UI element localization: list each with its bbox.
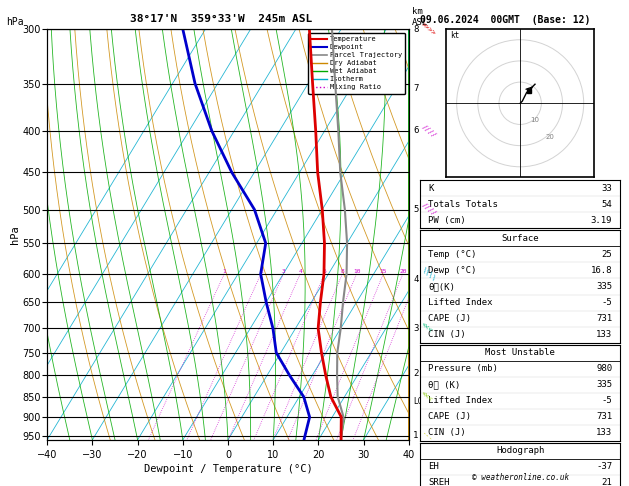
Text: 4: 4 <box>413 275 418 284</box>
Text: 731: 731 <box>596 314 612 323</box>
Text: 21: 21 <box>601 478 612 486</box>
Text: Surface: Surface <box>501 234 539 243</box>
Text: 8: 8 <box>340 269 344 274</box>
Text: -5: -5 <box>601 396 612 405</box>
Text: 133: 133 <box>596 428 612 437</box>
Text: 335: 335 <box>596 380 612 389</box>
Text: 09.06.2024  00GMT  (Base: 12): 09.06.2024 00GMT (Base: 12) <box>420 15 591 25</box>
Text: 25: 25 <box>601 250 612 259</box>
Text: SREH: SREH <box>428 478 450 486</box>
Text: Hodograph: Hodograph <box>496 446 544 455</box>
Text: 10: 10 <box>530 117 540 123</box>
Text: 16.8: 16.8 <box>591 266 612 275</box>
Text: Most Unstable: Most Unstable <box>485 348 555 357</box>
Y-axis label: Mixing Ratio (g/kg): Mixing Ratio (g/kg) <box>434 191 443 278</box>
Text: hPa: hPa <box>6 17 24 27</box>
Text: 731: 731 <box>596 412 612 421</box>
Text: PW (cm): PW (cm) <box>428 216 466 225</box>
Text: >>>>: >>>> <box>420 21 437 37</box>
Text: Temp (°C): Temp (°C) <box>428 250 477 259</box>
Text: -5: -5 <box>601 298 612 307</box>
Text: © weatheronline.co.uk: © weatheronline.co.uk <box>472 473 569 482</box>
Text: ////: //// <box>420 202 437 217</box>
X-axis label: Dewpoint / Temperature (°C): Dewpoint / Temperature (°C) <box>143 464 313 474</box>
Text: CIN (J): CIN (J) <box>428 330 466 339</box>
Text: -37: -37 <box>596 462 612 471</box>
Text: 980: 980 <box>596 364 612 373</box>
Text: EH: EH <box>428 462 439 471</box>
Text: Totals Totals: Totals Totals <box>428 200 498 209</box>
Legend: Temperature, Dewpoint, Parcel Trajectory, Dry Adiabat, Wet Adiabat, Isotherm, Mi: Temperature, Dewpoint, Parcel Trajectory… <box>308 33 405 94</box>
Text: K: K <box>428 184 433 193</box>
Text: 5: 5 <box>413 205 418 214</box>
Text: CAPE (J): CAPE (J) <box>428 412 471 421</box>
Text: 1: 1 <box>413 431 418 440</box>
Text: Dewp (°C): Dewp (°C) <box>428 266 477 275</box>
Text: CAPE (J): CAPE (J) <box>428 314 471 323</box>
Text: 3: 3 <box>413 324 418 333</box>
Text: <<<: <<< <box>420 390 434 403</box>
Text: 133: 133 <box>596 330 612 339</box>
Text: 8: 8 <box>413 25 418 34</box>
Text: ////: //// <box>420 123 437 139</box>
Text: 7: 7 <box>413 84 418 93</box>
Text: kt: kt <box>450 31 460 40</box>
Text: Lifted Index: Lifted Index <box>428 396 493 405</box>
Text: 6: 6 <box>413 126 418 135</box>
Y-axis label: hPa: hPa <box>9 225 19 244</box>
Text: LCL: LCL <box>413 398 427 406</box>
Text: Pressure (mb): Pressure (mb) <box>428 364 498 373</box>
Text: 15: 15 <box>379 269 387 274</box>
Text: 10: 10 <box>353 269 360 274</box>
Text: CIN (J): CIN (J) <box>428 428 466 437</box>
Text: 335: 335 <box>596 282 612 291</box>
Text: \\\\: \\\\ <box>420 266 437 282</box>
Text: Lifted Index: Lifted Index <box>428 298 493 307</box>
Text: 2: 2 <box>413 369 418 378</box>
Text: 4: 4 <box>298 269 302 274</box>
Text: 20: 20 <box>399 269 406 274</box>
Text: 6: 6 <box>323 269 326 274</box>
Text: ---: --- <box>420 430 434 443</box>
Text: 3.19: 3.19 <box>591 216 612 225</box>
Text: 38°17'N  359°33'W  245m ASL: 38°17'N 359°33'W 245m ASL <box>130 14 312 24</box>
Text: 2: 2 <box>259 269 263 274</box>
Text: θᴄ (K): θᴄ (K) <box>428 380 460 389</box>
Text: θᴄ(K): θᴄ(K) <box>428 282 455 291</box>
Text: 33: 33 <box>601 184 612 193</box>
Text: 3: 3 <box>282 269 286 274</box>
Text: 54: 54 <box>601 200 612 209</box>
Text: <<<: <<< <box>420 322 434 335</box>
Text: 1: 1 <box>223 269 226 274</box>
Text: 20: 20 <box>545 134 554 140</box>
Text: km
ASL: km ASL <box>412 7 428 27</box>
